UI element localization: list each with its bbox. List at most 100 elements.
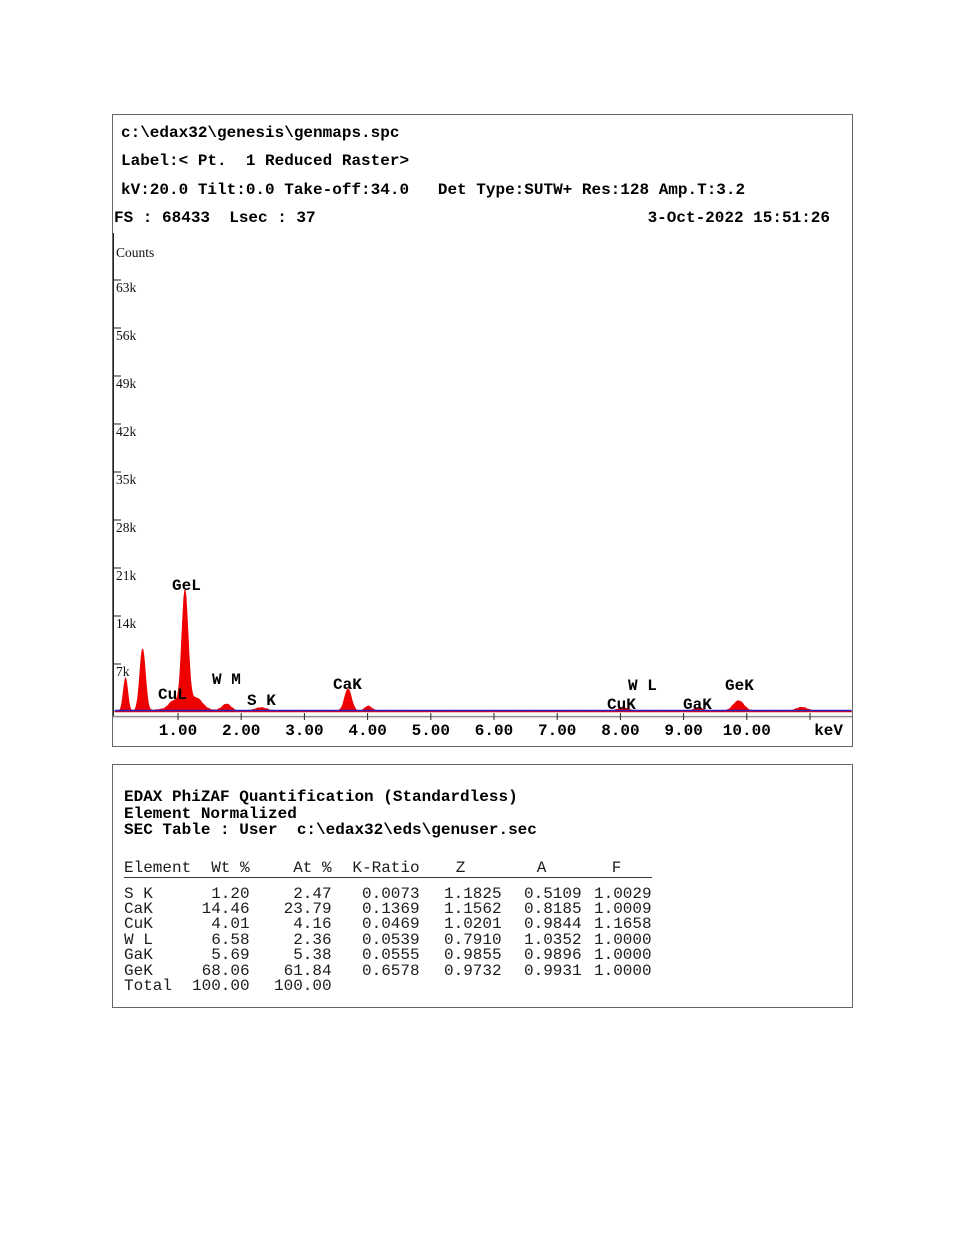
- quant-cell: 0.7910: [444, 930, 502, 949]
- quant-cell: 0.6578: [362, 961, 420, 980]
- peak-label-gak: GaK: [683, 696, 712, 714]
- x-tick-label: 6.00: [475, 722, 513, 740]
- quant-cell: 0.8185: [524, 899, 582, 918]
- quant-col-header: F: [581, 859, 652, 878]
- spectrum-file-path: c:\edax32\genesis\genmaps.spc: [121, 124, 400, 142]
- peak-label-wm: W M: [212, 671, 241, 689]
- quant-cell: 1.1825: [444, 884, 502, 903]
- quant-cell: 1.0000: [594, 930, 652, 949]
- quant-table-row: CaK 14.46 23.79 0.1369 1.1562 0.8185 1.0009: [124, 899, 652, 918]
- x-tick-label: 8.00: [601, 722, 639, 740]
- quant-cell: S K: [124, 884, 153, 903]
- spectrum-sample-label: Label:< Pt. 1 Reduced Raster>: [121, 152, 410, 170]
- quant-cell: W L: [124, 930, 153, 949]
- quant-cell: 5.69: [211, 946, 250, 965]
- quant-cell: [420, 979, 502, 994]
- quant-table-row: Total 100.00 100.00: [124, 976, 652, 995]
- quant-cell: 0.9844: [524, 915, 582, 934]
- quant-cell: 1.1562: [444, 899, 502, 918]
- quant-col-header: At %: [249, 859, 332, 878]
- quant-cell: 1.0201: [444, 915, 502, 934]
- quant-cell: 0.1369: [362, 899, 420, 918]
- peak-label-gel: GeL: [172, 577, 201, 595]
- x-tick-label: 10.00: [723, 722, 771, 740]
- quant-table-body: S K 1.20 2.47 0.0073 1.1825 0.5109 1.0029 CaK 14…: [124, 878, 652, 995]
- x-tick-label: 3.00: [285, 722, 323, 740]
- quant-cell: 1.0352: [524, 930, 582, 949]
- quant-cell: 4.16: [293, 915, 332, 934]
- quant-cell: 0.0539: [362, 930, 420, 949]
- quant-cell: [332, 979, 420, 994]
- quant-cell: 1.20: [211, 884, 250, 903]
- x-tick-label: 4.00: [348, 722, 386, 740]
- quant-cell: 100.00: [192, 976, 250, 995]
- quant-cell: 1.0029: [594, 884, 652, 903]
- quant-cell: 14.46: [201, 899, 250, 918]
- x-tick-label: 5.00: [412, 722, 450, 740]
- quant-col-header: Z: [419, 859, 502, 878]
- fs-lsec-readout: FS : 68433 Lsec : 37: [114, 209, 316, 227]
- quant-cell: 1.1658: [594, 915, 652, 934]
- quant-cell: [502, 979, 582, 994]
- quant-cell: 5.38: [293, 946, 332, 965]
- quant-table-head-row: Element Wt % At % K-Ratio Z A F: [124, 859, 652, 878]
- quant-col-header: Wt %: [192, 859, 250, 878]
- quant-cell: 0.0555: [362, 946, 420, 965]
- y-tick-label: 49k: [116, 376, 137, 391]
- quant-cell: CuK: [124, 915, 153, 934]
- x-tick-label: 7.00: [538, 722, 576, 740]
- peak-label-cak: CaK: [333, 676, 362, 694]
- quant-cell: GeK: [124, 961, 153, 980]
- y-tick-label: 63k: [116, 280, 137, 295]
- y-tick-label: 56k: [116, 328, 137, 343]
- quant-cell: 0.9931: [524, 961, 582, 980]
- quant-cell: Total: [124, 976, 173, 995]
- quant-cell: 0.0469: [362, 915, 420, 934]
- quant-cell: [582, 979, 652, 994]
- y-tick-label: 42k: [116, 424, 137, 439]
- x-tick-label: 2.00: [222, 722, 260, 740]
- quant-cell: 0.9896: [524, 946, 582, 965]
- quant-cell: GaK: [124, 946, 153, 965]
- spectrum-panel: 1.00 2.00 3.00 4.00 5.00 6.00 7.00 8.00 9.00 10.0…: [112, 114, 853, 747]
- quant-sec-table-line: SEC Table : User c:\edax32\eds\genuser.s…: [124, 821, 537, 839]
- quant-normalization: Element Normalized: [124, 805, 297, 823]
- eds-spectrum-chart: 1.00 2.00 3.00 4.00 5.00 6.00 7.00 8.00 9.00 10.0…: [113, 233, 852, 740]
- y-axis-title: Counts: [116, 245, 154, 260]
- quant-cell: 1.0000: [594, 961, 652, 980]
- x-tick-label: 9.00: [664, 722, 702, 740]
- peak-label-cul: CuL: [158, 686, 187, 704]
- x-axis-unit: keV: [814, 722, 843, 740]
- quant-col-header: Element: [124, 859, 192, 878]
- quant-col-header: K-Ratio: [331, 859, 420, 878]
- quant-cell: 0.9732: [444, 961, 502, 980]
- quant-table-row: S K 1.20 2.47 0.0073 1.1825 0.5109 1.0029: [124, 884, 652, 903]
- quant-cell: 6.58: [211, 930, 250, 949]
- quant-table-row: W L 6.58 2.36 0.0539 0.7910 1.0352 1.0000: [124, 930, 652, 949]
- peak-label-cuk: CuK: [607, 696, 636, 714]
- quant-cell: 61.84: [283, 961, 332, 980]
- y-tick-label: 14k: [116, 616, 137, 631]
- peak-label-gek: GeK: [725, 677, 754, 695]
- quant-cell: 4.01: [211, 915, 250, 934]
- quant-cell: 2.47: [293, 884, 332, 903]
- y-tick-label: 7k: [116, 664, 130, 679]
- peak-label-sk: S K: [247, 692, 276, 710]
- quant-table-row: GeK 68.06 61.84 0.6578 0.9732 0.9931 1.0000: [124, 961, 652, 980]
- quant-table: Element Wt % At % K-Ratio Z A F S K 1.20 2.47 0.0…: [124, 859, 652, 994]
- acquisition-datetime: 3-Oct-2022 15:51:26: [647, 209, 830, 227]
- quant-cell: 23.79: [283, 899, 332, 918]
- quant-cell: 68.06: [201, 961, 250, 980]
- quant-cell: 0.0073: [362, 884, 420, 903]
- y-tick-label: 35k: [116, 472, 137, 487]
- quant-title: EDAX PhiZAF Quantification (Standardless…: [124, 788, 518, 806]
- quant-table-row: GaK 5.69 5.38 0.0555 0.9855 0.9896 1.0000: [124, 946, 652, 965]
- y-tick-label: 21k: [116, 568, 137, 583]
- quantification-panel: EDAX PhiZAF Quantification (Standardless…: [112, 764, 853, 1008]
- quant-cell: 100.00: [274, 976, 332, 995]
- quant-cell: CaK: [124, 899, 153, 918]
- quant-cell: 0.9855: [444, 946, 502, 965]
- quant-cell: 0.5109: [524, 884, 582, 903]
- acquisition-params: kV:20.0 Tilt:0.0 Take-off:34.0 Det Type:…: [121, 181, 746, 199]
